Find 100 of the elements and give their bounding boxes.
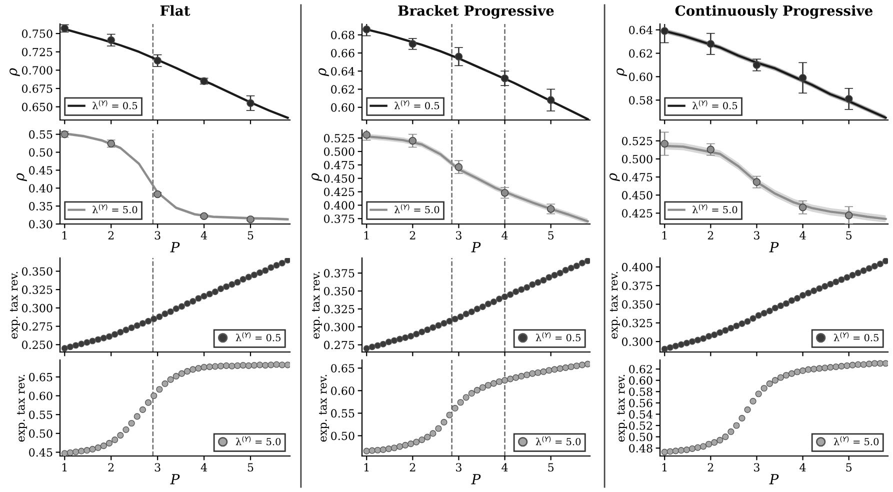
y-tick-label: 0.475 [324, 160, 354, 170]
y-tick-label: 0.700 [22, 66, 52, 75]
legend-label: λ$^{(Y)}$ = 0.5 [236, 332, 280, 342]
y-tick-label: 0.30 [29, 220, 52, 228]
y-tick-label: 0.250 [22, 340, 52, 350]
x-tick-label: 5 [548, 463, 554, 472]
y-tick-label: 0.725 [22, 48, 52, 56]
y-tick-label: 0.450 [622, 191, 652, 200]
y-tick-label: 0.425 [324, 188, 354, 196]
y-tick-label: 0.58 [629, 388, 652, 396]
x-tick-label: 5 [846, 231, 852, 240]
x-tick-label: 3 [154, 231, 160, 240]
x-tick-label: 2 [708, 463, 714, 472]
x-tick-label: 2 [410, 231, 416, 240]
y-tick-label: 0.500 [324, 147, 354, 156]
x-tick-label: 3 [456, 463, 462, 472]
y-tick-label: 0.400 [324, 201, 354, 210]
y-tick-label: 0.55 [29, 130, 52, 139]
y-axis-title: exp. tax rev. [17, 374, 27, 442]
x-tick-label: 1 [62, 463, 67, 472]
x-tick-label: 4 [800, 463, 806, 472]
y-tick-label: 0.45 [29, 448, 52, 457]
y-tick-label: 0.60 [331, 386, 354, 396]
x-tick-label: 2 [708, 231, 714, 240]
x-tick-label: 1 [662, 231, 667, 240]
y-tick-label: 0.325 [324, 304, 354, 314]
y-tick-label: 0.275 [324, 340, 354, 350]
y-axis-title: exp. tax rev. [312, 272, 322, 339]
x-tick-label: 5 [248, 231, 254, 240]
x-tick-label: 3 [154, 463, 160, 472]
y-tick-label: 0.675 [22, 84, 52, 93]
x-tick-label: 4 [502, 231, 508, 240]
y-tick-label: 0.400 [622, 262, 652, 272]
y-tick-label: 0.68 [331, 30, 354, 40]
y-tick-label: 0.55 [29, 410, 52, 419]
x-axis-title: P [471, 474, 481, 484]
x-tick-label: 3 [754, 463, 760, 472]
y-tick-label: 0.45 [29, 166, 52, 175]
legend-label: λ$^{(Y)}$ = 5.0 [692, 204, 738, 214]
y-tick-label: 0.275 [22, 322, 52, 331]
chart-title: Continuously Progressive [675, 5, 873, 19]
y-axis-title: ρ [318, 68, 329, 76]
y-axis-title: ρ [610, 173, 620, 182]
x-tick-label: 2 [108, 463, 114, 472]
y-tick-label: 0.375 [622, 282, 652, 290]
y-tick-label: 0.52 [629, 421, 652, 430]
legend-label: λ$^{(Y)}$ = 5.0 [92, 204, 138, 214]
y-axis-title: ρ [10, 68, 20, 76]
y-tick-label: 0.525 [324, 134, 354, 142]
x-tick-label: 5 [548, 231, 554, 240]
y-tick-label: 0.375 [324, 214, 354, 224]
y-tick-label: 0.54 [629, 410, 652, 419]
legend-label: λ$^{(Y)}$ = 0.5 [692, 100, 738, 110]
y-tick-label: 0.48 [629, 444, 652, 452]
y-tick-label: 0.350 [622, 300, 652, 309]
x-tick-label: 1 [662, 463, 667, 472]
y-tick-label: 0.350 [22, 267, 52, 276]
y-axis-title: exp. tax rev. [10, 272, 20, 339]
y-tick-label: 0.40 [29, 184, 52, 192]
x-tick-label: 2 [410, 463, 416, 472]
x-axis-title: P [769, 242, 779, 252]
x-tick-label: 3 [456, 231, 462, 240]
x-tick-label: 5 [846, 463, 852, 472]
x-tick-label: 1 [364, 231, 369, 240]
chart-title: Flat [160, 5, 190, 16]
y-axis-title: exp. tax rev. [610, 272, 620, 339]
y-tick-label: 0.300 [22, 304, 52, 312]
y-axis-title: ρ [312, 173, 322, 182]
y-tick-label: 0.64 [629, 26, 652, 34]
x-tick-label: 5 [248, 463, 254, 472]
y-tick-label: 0.475 [622, 172, 652, 182]
y-tick-label: 0.60 [331, 103, 354, 112]
y-axis-title: exp. tax rev. [617, 374, 627, 442]
legend-label: λ$^{(Y)}$ = 0.5 [394, 100, 440, 110]
y-tick-label: 0.425 [622, 209, 652, 218]
y-axis-title: ρ [616, 68, 627, 76]
x-tick-label: 4 [800, 231, 806, 240]
chart-title: Bracket Progressive [398, 5, 554, 19]
x-axis-title: P [170, 242, 180, 252]
x-axis-title: P [170, 474, 180, 484]
x-tick-label: 4 [200, 231, 208, 240]
y-tick-label: 0.450 [324, 174, 354, 183]
y-tick-label: 0.50 [29, 429, 52, 438]
x-tick-label: 1 [364, 463, 369, 472]
y-tick-label: 0.325 [22, 286, 52, 294]
x-axis-title: P [769, 474, 779, 484]
y-tick-label: 0.62 [331, 85, 354, 94]
y-tick-label: 0.325 [622, 318, 652, 328]
y-tick-label: 0.62 [629, 365, 652, 374]
x-tick-label: 3 [754, 231, 760, 240]
x-tick-label: 4 [200, 463, 208, 472]
y-tick-label: 0.375 [324, 269, 354, 278]
y-tick-label: 0.50 [629, 432, 652, 442]
x-tick-label: 2 [108, 231, 114, 240]
x-axis-title: P [471, 242, 481, 252]
legend-label: λ$^{(Y)}$ = 5.0 [236, 436, 281, 446]
y-tick-label: 0.55 [331, 409, 354, 418]
y-tick-label: 0.525 [622, 136, 652, 146]
y-tick-label: 0.650 [22, 102, 52, 112]
legend-label: λ$^{(Y)}$ = 5.0 [394, 204, 440, 214]
